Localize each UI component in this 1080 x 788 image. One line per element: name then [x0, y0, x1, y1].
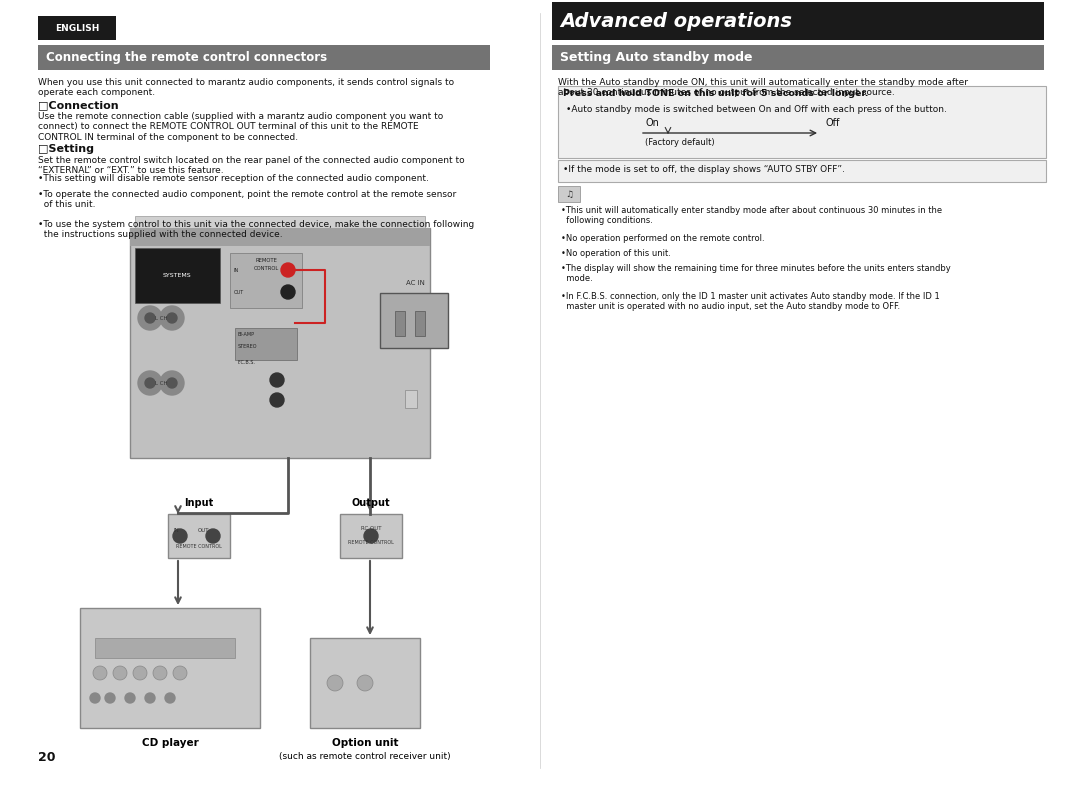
- Bar: [310, 638, 420, 728]
- Circle shape: [270, 393, 284, 407]
- Text: •To operate the connected audio component, point the remote control at the remot: •To operate the connected audio componen…: [38, 190, 456, 210]
- Circle shape: [364, 529, 378, 543]
- Text: F.C.B.S.: F.C.B.S.: [237, 360, 255, 365]
- Text: •If the mode is set to off, the display shows “AUTO STBY OFF”.: •If the mode is set to off, the display …: [563, 165, 845, 173]
- Text: □Setting: □Setting: [38, 144, 94, 154]
- Bar: [130, 228, 430, 246]
- Bar: [405, 390, 417, 408]
- Text: •The display will show the remaining time for three minutes before the units ent: •The display will show the remaining tim…: [561, 264, 950, 284]
- Text: OUT: OUT: [234, 289, 244, 295]
- Circle shape: [125, 693, 135, 703]
- Circle shape: [90, 693, 100, 703]
- Text: OUT: OUT: [198, 527, 210, 533]
- Circle shape: [105, 693, 114, 703]
- Circle shape: [93, 666, 107, 680]
- Text: REMOTE CONTROL: REMOTE CONTROL: [348, 540, 394, 545]
- Text: IN: IN: [234, 267, 240, 273]
- Text: •No operation of this unit.: •No operation of this unit.: [561, 249, 671, 258]
- Bar: [340, 514, 402, 558]
- Text: L CH: L CH: [154, 315, 167, 321]
- Text: □Connection: □Connection: [38, 100, 119, 110]
- Text: •In F.C.B.S. connection, only the ID 1 master unit activates Auto standby mode. : •In F.C.B.S. connection, only the ID 1 m…: [561, 292, 940, 311]
- Circle shape: [167, 378, 177, 388]
- Text: With the Auto standby mode ON, this unit will automatically enter the standby mo: With the Auto standby mode ON, this unit…: [558, 78, 968, 98]
- Bar: [552, 45, 1044, 70]
- Text: Setting Auto standby mode: Setting Auto standby mode: [561, 50, 753, 64]
- Text: On: On: [645, 118, 659, 128]
- Text: Output: Output: [352, 498, 390, 508]
- Circle shape: [145, 313, 156, 323]
- Circle shape: [206, 529, 220, 543]
- Bar: [80, 608, 260, 728]
- Text: Option unit: Option unit: [332, 738, 399, 748]
- Bar: [558, 186, 580, 202]
- Circle shape: [160, 306, 184, 330]
- Text: •This setting will disable remote sensor reception of the connected audio compon: •This setting will disable remote sensor…: [38, 174, 429, 183]
- Bar: [552, 2, 1044, 40]
- Circle shape: [357, 675, 373, 691]
- Bar: [235, 328, 297, 360]
- Circle shape: [165, 693, 175, 703]
- Text: •To use the system control to this unit via the connected device, make the conne: •To use the system control to this unit …: [38, 220, 474, 240]
- Circle shape: [281, 263, 295, 277]
- Circle shape: [145, 693, 156, 703]
- Bar: [135, 216, 426, 228]
- Text: (Factory default): (Factory default): [645, 138, 715, 147]
- Bar: [38, 45, 490, 70]
- Bar: [395, 311, 405, 336]
- Circle shape: [138, 371, 162, 395]
- Circle shape: [167, 313, 177, 323]
- Bar: [558, 86, 1047, 158]
- Bar: [130, 228, 430, 458]
- Circle shape: [173, 529, 187, 543]
- Text: Off: Off: [825, 118, 839, 128]
- Circle shape: [133, 666, 147, 680]
- Circle shape: [173, 666, 187, 680]
- Bar: [168, 514, 230, 558]
- Text: BI-AMP: BI-AMP: [238, 332, 255, 337]
- Circle shape: [138, 306, 162, 330]
- Text: 20: 20: [38, 751, 55, 764]
- Bar: [95, 638, 235, 658]
- Bar: [135, 248, 220, 303]
- Text: AC IN: AC IN: [406, 280, 424, 286]
- Circle shape: [113, 666, 127, 680]
- Text: •No operation performed on the remote control.: •No operation performed on the remote co…: [561, 234, 765, 243]
- Text: Press and hold TONE on this unit for 5 seconds or longer.: Press and hold TONE on this unit for 5 s…: [563, 89, 868, 98]
- Circle shape: [327, 675, 343, 691]
- Text: SYSTEMS: SYSTEMS: [163, 273, 191, 277]
- Text: STEREO: STEREO: [238, 344, 257, 349]
- Text: •Auto standby mode is switched between On and Off with each press of the button.: •Auto standby mode is switched between O…: [566, 105, 947, 114]
- Circle shape: [153, 666, 167, 680]
- Text: L CH: L CH: [154, 381, 167, 385]
- Circle shape: [145, 378, 156, 388]
- Text: ENGLISH: ENGLISH: [55, 24, 99, 32]
- Text: When you use this unit connected to marantz audio components, it sends control s: When you use this unit connected to mara…: [38, 78, 454, 98]
- Text: REMOTE CONTROL: REMOTE CONTROL: [176, 544, 221, 548]
- Text: ♫: ♫: [565, 189, 573, 199]
- Text: •This unit will automatically enter standby mode after about continuous 30 minut: •This unit will automatically enter stan…: [561, 206, 942, 225]
- Text: Use the remote connection cable (supplied with a marantz audio component you wan: Use the remote connection cable (supplie…: [38, 112, 443, 142]
- Circle shape: [281, 285, 295, 299]
- Bar: [415, 311, 426, 336]
- Text: Advanced operations: Advanced operations: [561, 12, 792, 31]
- Text: REMOTE: REMOTE: [255, 258, 276, 263]
- Bar: [380, 293, 448, 348]
- Text: CD player: CD player: [141, 738, 199, 748]
- Bar: [558, 160, 1047, 182]
- Circle shape: [270, 373, 284, 387]
- Text: IN: IN: [173, 527, 179, 533]
- Bar: [38, 16, 116, 40]
- Text: (such as remote control receiver unit): (such as remote control receiver unit): [280, 752, 450, 761]
- Text: Connecting the remote control connectors: Connecting the remote control connectors: [46, 50, 327, 64]
- Text: Set the remote control switch located on the rear panel of the connected audio c: Set the remote control switch located on…: [38, 156, 464, 176]
- Text: RC OUT: RC OUT: [361, 526, 381, 530]
- Circle shape: [160, 371, 184, 395]
- Bar: [230, 253, 302, 308]
- Text: Input: Input: [185, 498, 214, 508]
- Text: CONTROL: CONTROL: [254, 266, 279, 271]
